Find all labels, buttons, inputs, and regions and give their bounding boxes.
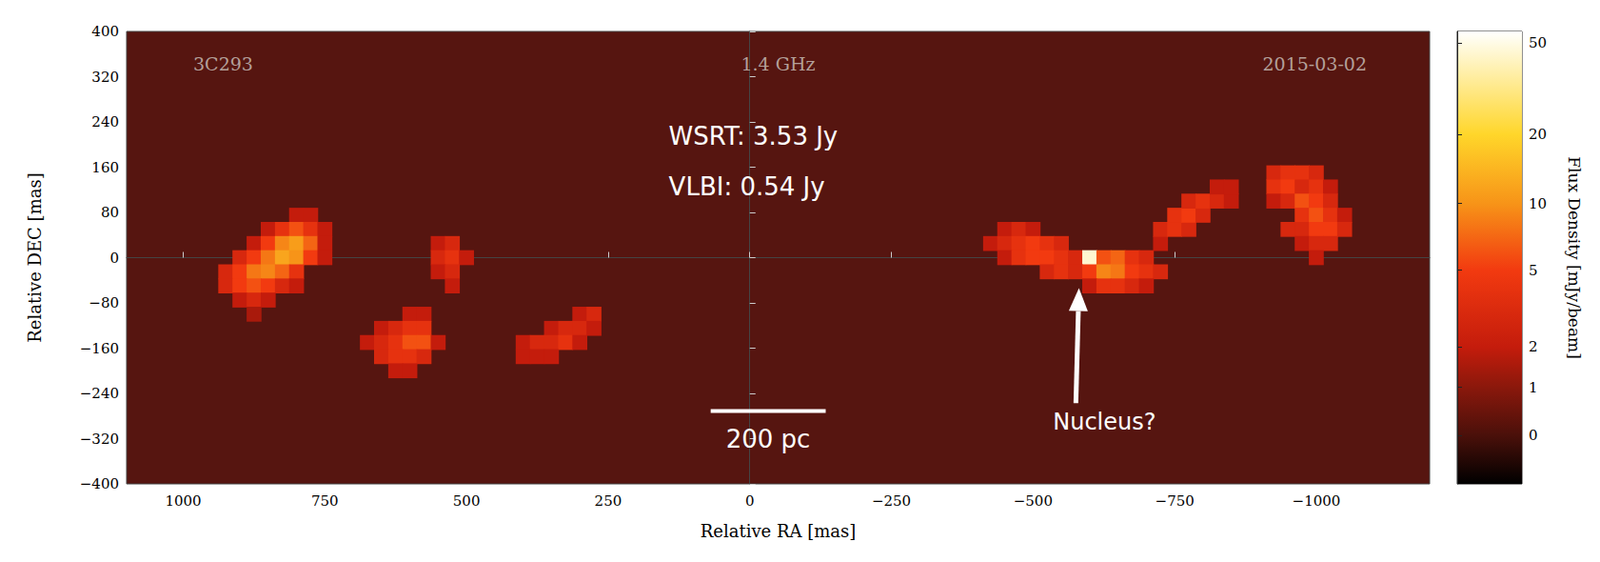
svg-text:Relative DEC [mas]: Relative DEC [mas] [24, 172, 45, 342]
svg-text:1.4 GHz: 1.4 GHz [740, 53, 815, 75]
svg-text:Nucleus?: Nucleus? [1052, 408, 1156, 435]
svg-text:−1000: −1000 [1292, 492, 1342, 510]
svg-text:−250: −250 [871, 492, 911, 510]
svg-text:−80: −80 [88, 294, 119, 312]
svg-text:250: 250 [594, 492, 623, 510]
svg-text:80: 80 [100, 203, 119, 221]
svg-text:240: 240 [91, 113, 119, 131]
svg-text:WSRT: 3.53 Jy: WSRT: 3.53 Jy [669, 121, 839, 151]
svg-text:2015-03-02: 2015-03-02 [1262, 53, 1367, 75]
svg-text:5: 5 [1528, 261, 1539, 279]
svg-text:160: 160 [91, 158, 119, 177]
svg-text:1000: 1000 [164, 492, 201, 510]
svg-text:500: 500 [453, 492, 481, 510]
svg-text:10: 10 [1528, 195, 1547, 213]
svg-text:0: 0 [1528, 426, 1539, 444]
svg-text:50: 50 [1528, 34, 1547, 52]
svg-text:750: 750 [311, 492, 339, 510]
svg-text:200 pc: 200 pc [726, 424, 811, 454]
svg-text:Flux Density [mJy/beam]: Flux Density [mJy/beam] [1564, 156, 1584, 359]
svg-text:−500: −500 [1013, 492, 1053, 510]
svg-text:1: 1 [1528, 378, 1539, 396]
svg-text:2: 2 [1528, 337, 1539, 356]
svg-text:−750: −750 [1155, 492, 1195, 510]
svg-text:Relative RA [mas]: Relative RA [mas] [700, 520, 857, 541]
svg-text:0: 0 [745, 492, 755, 510]
svg-text:−160: −160 [79, 339, 119, 357]
svg-text:20: 20 [1528, 125, 1547, 143]
svg-text:−320: −320 [79, 430, 119, 448]
svg-text:VLBI: 0.54 Jy: VLBI: 0.54 Jy [669, 172, 826, 201]
svg-text:400: 400 [91, 22, 119, 40]
svg-text:−240: −240 [79, 384, 119, 402]
svg-text:320: 320 [91, 68, 119, 86]
svg-text:−400: −400 [79, 474, 119, 493]
svg-text:0: 0 [109, 249, 119, 267]
svg-text:3C293: 3C293 [193, 53, 254, 75]
